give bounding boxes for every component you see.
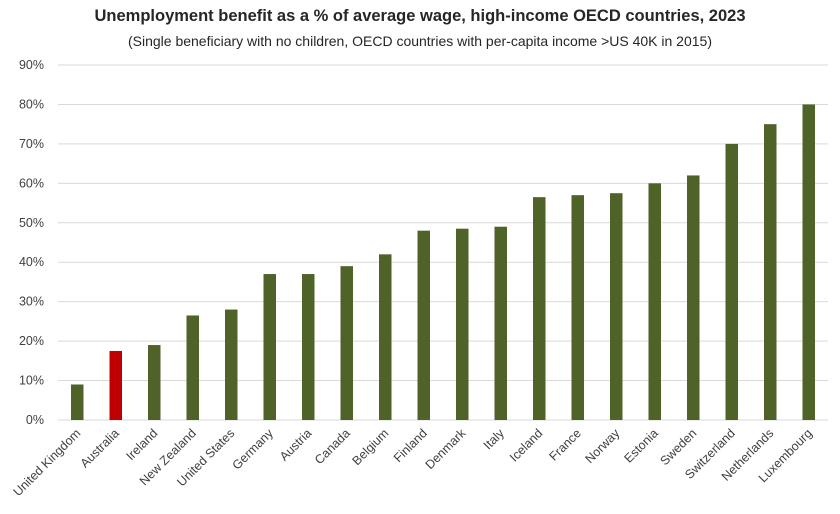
x-tick-label: Italy — [481, 426, 508, 453]
bar — [379, 254, 392, 420]
x-tick-label: Austria — [277, 426, 314, 463]
bar — [340, 266, 353, 420]
y-tick-label: 50% — [19, 216, 44, 230]
bar — [263, 274, 276, 420]
bar — [687, 175, 700, 420]
x-tick-label: Germany — [230, 426, 277, 473]
bar — [610, 193, 623, 420]
y-tick-label: 20% — [19, 334, 44, 348]
bar — [302, 274, 315, 420]
y-tick-label: 0% — [26, 413, 44, 427]
bar — [802, 104, 815, 420]
x-tick-label: Ireland — [123, 426, 160, 463]
y-tick-label: 90% — [19, 58, 44, 72]
bar — [533, 197, 546, 420]
y-tick-label: 70% — [19, 137, 44, 151]
bar — [764, 124, 777, 421]
x-tick-label: United Kingdom — [11, 426, 84, 499]
bar — [109, 350, 122, 420]
x-tick-label: Iceland — [507, 426, 545, 464]
bar — [417, 230, 430, 420]
x-tick-label: Estonia — [621, 426, 660, 465]
y-tick-label: 60% — [19, 176, 44, 190]
bar — [456, 228, 469, 420]
y-tick-label: 30% — [19, 295, 44, 309]
bar — [494, 226, 507, 420]
bar — [225, 309, 238, 420]
bar — [148, 345, 161, 420]
bar — [571, 195, 584, 420]
chart-subtitle: (Single beneficiary with no children, OE… — [127, 33, 712, 49]
bar — [71, 384, 84, 420]
bar — [725, 143, 738, 420]
x-tick-label: Norway — [583, 426, 623, 466]
x-tick-label: Australia — [78, 426, 122, 470]
x-tick-label: Canada — [312, 426, 353, 467]
chart-title: Unemployment benefit as a % of average w… — [94, 7, 746, 25]
x-tick-label: Denmark — [423, 426, 469, 472]
y-tick-label: 40% — [19, 255, 44, 269]
x-tick-label: Belgium — [350, 426, 392, 468]
x-tick-label: France — [546, 426, 583, 463]
bar — [186, 315, 199, 420]
bar — [648, 183, 661, 420]
y-tick-label: 80% — [19, 97, 44, 111]
y-tick-label: 10% — [19, 374, 44, 388]
